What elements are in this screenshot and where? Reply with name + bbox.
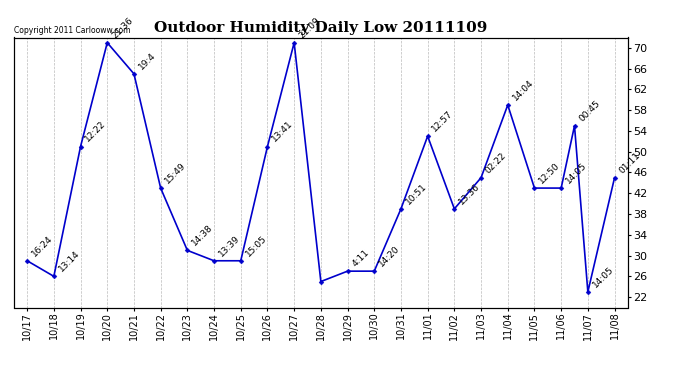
Text: 15:49: 15:49 (164, 161, 188, 185)
Text: 01:11: 01:11 (618, 150, 642, 175)
Text: Copyright 2011 Carlooww.com: Copyright 2011 Carlooww.com (14, 26, 130, 35)
Text: 15:05: 15:05 (244, 233, 268, 258)
Text: 10:51: 10:51 (404, 182, 428, 206)
Text: 13:36: 13:36 (457, 182, 482, 206)
Text: 02:22: 02:22 (484, 150, 509, 175)
Text: 13:14: 13:14 (57, 249, 81, 274)
Text: 14:05: 14:05 (564, 161, 589, 185)
Text: 12:57: 12:57 (431, 109, 455, 134)
Text: 13:41: 13:41 (270, 119, 295, 144)
Text: 00:45: 00:45 (578, 98, 602, 123)
Title: Outdoor Humidity Daily Low 20111109: Outdoor Humidity Daily Low 20111109 (154, 21, 488, 35)
Text: 4:11: 4:11 (351, 248, 371, 268)
Text: 12:22: 12:22 (83, 119, 108, 144)
Text: 21:09: 21:09 (297, 15, 322, 40)
Text: 14:05: 14:05 (591, 265, 615, 289)
Text: 21:36: 21:36 (110, 15, 135, 40)
Text: 19:4: 19:4 (137, 51, 157, 71)
Text: 13:39: 13:39 (217, 233, 241, 258)
Text: 12:50: 12:50 (538, 161, 562, 185)
Text: 16:24: 16:24 (30, 234, 55, 258)
Text: 14:38: 14:38 (190, 223, 215, 248)
Text: 14:20: 14:20 (377, 244, 402, 268)
Text: 14:04: 14:04 (511, 78, 535, 102)
